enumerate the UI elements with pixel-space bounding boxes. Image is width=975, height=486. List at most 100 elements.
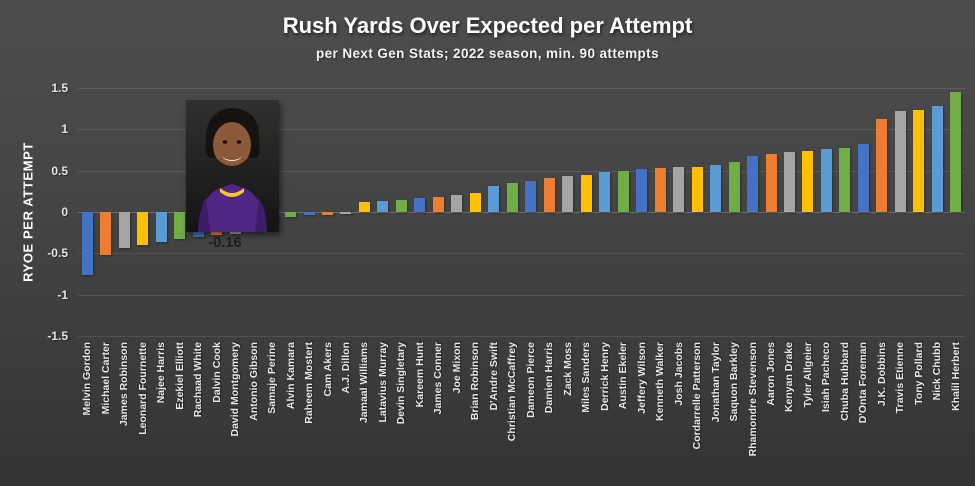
bar: [525, 180, 537, 212]
bar: [358, 202, 370, 212]
player-photo: [186, 100, 279, 232]
bar: [488, 185, 500, 212]
bar: [100, 212, 112, 255]
bar: [673, 166, 685, 212]
x-axis-label: Joe Mixon: [450, 342, 463, 394]
x-axis-label: Travis Etienne: [894, 342, 907, 414]
x-axis-label: Alvin Kamara: [284, 342, 297, 410]
bar: [839, 147, 851, 212]
x-axis-label: Jonathan Taylor: [709, 342, 722, 423]
bar: [783, 151, 795, 212]
player-photo-graphic: [186, 100, 279, 232]
x-axis-label: Rhamondre Stevenson: [746, 342, 759, 457]
x-axis-label: Khalil Herbert: [949, 342, 962, 411]
bar: [303, 212, 315, 216]
bar: [432, 197, 444, 212]
x-axis-label: Dalvin Cook: [210, 342, 223, 403]
x-axis-label: A.J. Dillon: [339, 342, 352, 394]
gridline: [78, 88, 965, 89]
x-axis-label: Tyler Allgeier: [801, 342, 814, 408]
x-axis-label: Nick Chubb: [931, 342, 944, 401]
value-annotation: -0.16: [208, 235, 242, 251]
x-axis-label: Ezekiel Elliott: [173, 342, 186, 410]
bar: [747, 155, 758, 212]
x-axis-label: Aaron Jones: [765, 342, 777, 406]
y-axis-tick-label: 0: [61, 205, 68, 219]
x-axis-label: Melvin Gordon: [81, 342, 94, 416]
x-axis-label: Kenneth Walker: [654, 342, 667, 421]
x-axis-label: Brian Robinson: [469, 342, 482, 421]
gridline: [78, 294, 965, 296]
x-axis-label: Raheem Mostert: [303, 342, 315, 424]
chart-subtitle: per Next Gen Stats; 2022 season, min. 90…: [316, 46, 659, 61]
gridline: [78, 129, 965, 131]
y-axis-tick-label: -1.5: [47, 329, 68, 343]
bar: [617, 170, 629, 212]
bar: [913, 110, 925, 212]
y-axis-tick-label: 1.5: [51, 81, 68, 95]
x-axis-label: Damien Harris: [543, 342, 556, 414]
bar: [820, 149, 832, 212]
x-axis-label: Antonio Gibson: [247, 342, 260, 421]
bar: [765, 154, 777, 212]
x-axis-label: Devin Singletary: [395, 342, 408, 425]
zero-gridline: [78, 212, 965, 213]
bar: [562, 175, 574, 212]
x-axis-label: J.K. Dobbins: [875, 342, 888, 407]
bar: [506, 183, 518, 212]
bar: [802, 150, 814, 212]
gridline: [78, 170, 965, 172]
x-axis-label: Chuba Hubbard: [838, 342, 851, 421]
y-axis-tick-label: 1: [61, 122, 68, 137]
bar: [857, 144, 869, 212]
bar: [137, 212, 149, 246]
bar: [395, 199, 407, 212]
bar: [580, 174, 592, 212]
bar: [322, 212, 333, 215]
x-axis-label: Miles Sanders: [580, 342, 593, 413]
x-axis-label: Cordarrelle Patterson: [691, 342, 704, 450]
x-axis-label: Latavius Murray: [376, 342, 389, 423]
bar: [543, 178, 555, 212]
bar: [691, 166, 703, 212]
bar: [599, 172, 611, 212]
bar: [469, 193, 481, 212]
gridline: [78, 253, 965, 255]
x-axis-label: D'Onta Foreman: [857, 342, 870, 424]
chart-title: Rush Yards Over Expected per Attempt: [282, 13, 693, 38]
bar: [636, 169, 648, 212]
y-axis-tick-label: 0.5: [51, 163, 68, 178]
bar: [894, 111, 906, 212]
bar: [377, 201, 389, 212]
x-axis-label: Jeffery Wilson: [635, 342, 648, 414]
x-axis-label: Dameon Pierce: [524, 342, 537, 418]
x-axis-label: Najee Harris: [155, 342, 168, 404]
gridline: [78, 336, 965, 337]
y-axis-tick-label: -0.5: [47, 246, 68, 261]
x-axis-label: Saquon Barkley: [728, 342, 740, 422]
x-axis-label: Zack Moss: [561, 342, 574, 396]
x-axis-label: Kareem Hunt: [413, 342, 426, 408]
x-axis-label: Tony Pollard: [912, 342, 925, 405]
x-axis-label: Kenyan Drake: [783, 342, 796, 413]
x-axis-label: D'Andre Swift: [487, 342, 500, 411]
x-axis-label: James Robinson: [118, 342, 131, 427]
x-axis-label: Michael Carter: [99, 342, 112, 415]
bar: [950, 92, 962, 212]
bar: [728, 162, 740, 212]
bar: [710, 164, 721, 212]
bar: [81, 212, 93, 275]
bar: [654, 168, 666, 212]
bar: [451, 194, 463, 212]
x-axis-label: James Conner: [432, 342, 445, 415]
bar: [931, 106, 943, 212]
x-axis-label: Austin Ekeler: [617, 342, 630, 410]
bar: [174, 212, 186, 240]
y-axis-tick-label: -1: [57, 287, 68, 302]
x-axis-label: Samaje Perine: [266, 342, 278, 414]
x-axis-label: Josh Jacobs: [672, 342, 685, 406]
x-axis-label: Isiah Pacheco: [820, 342, 833, 413]
x-axis-label: Christian McCaffrey: [506, 342, 519, 442]
x-axis-label: Derrick Henry: [598, 342, 611, 411]
bar: [285, 212, 296, 217]
